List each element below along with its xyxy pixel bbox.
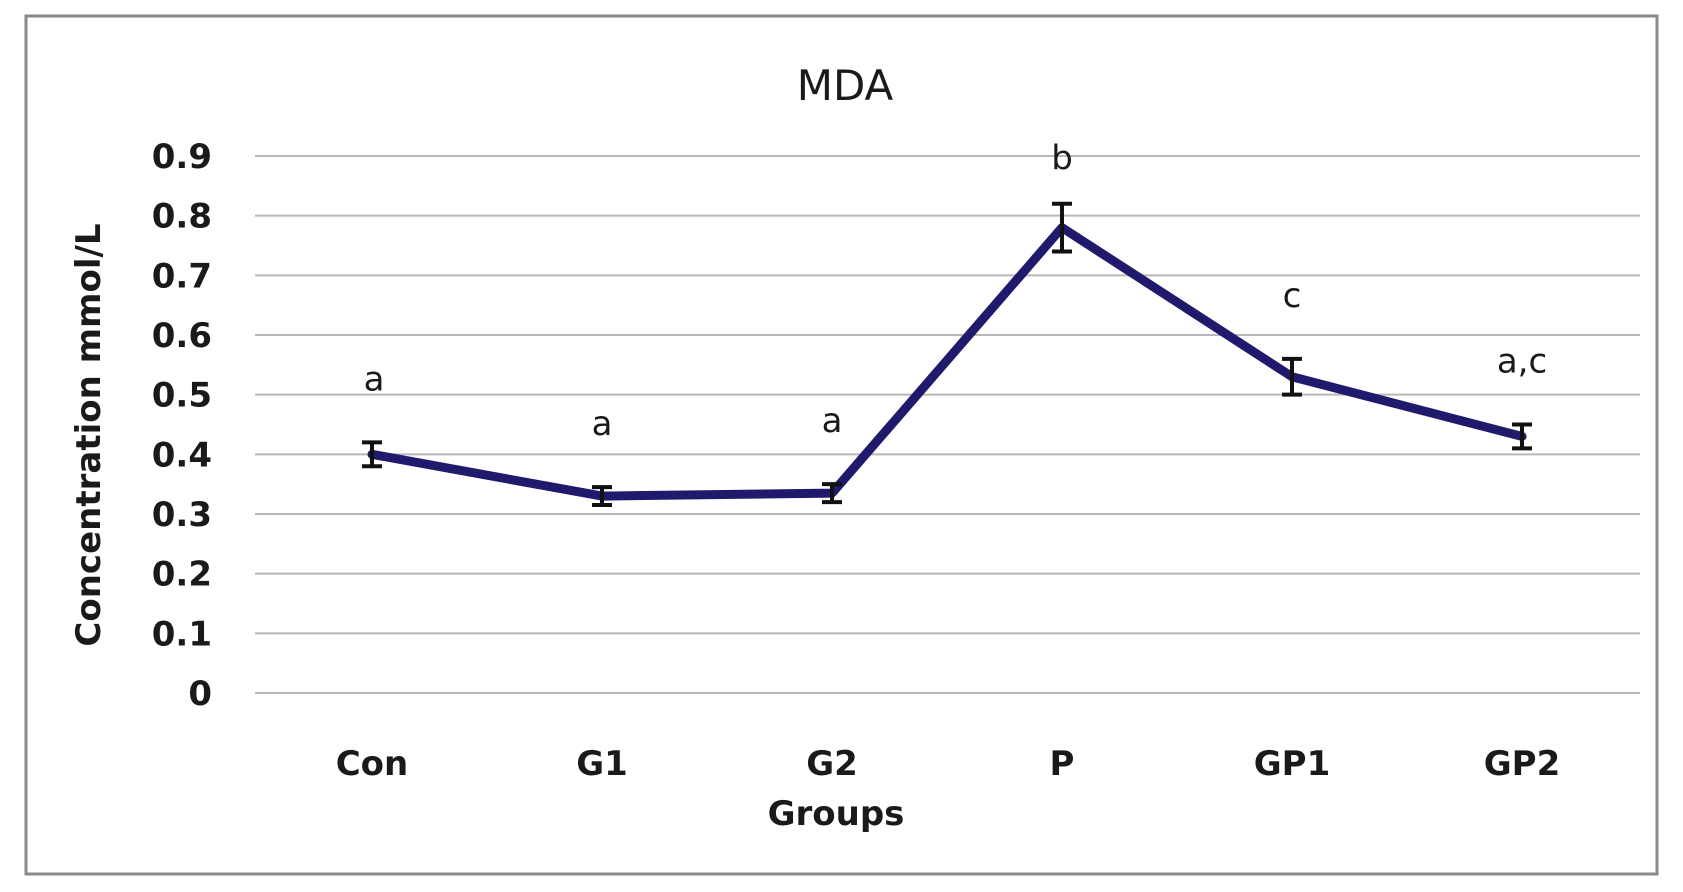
- y-tick-label: 0.1: [152, 614, 212, 654]
- significance-label: b: [1051, 139, 1073, 179]
- y-tick-label: 0.8: [152, 197, 212, 237]
- significance-label: a: [822, 401, 843, 441]
- y-tick-labels: 0 0.1 0.2 0.3 0.4 0.5 0.6 0.7 0.8 0.9: [152, 137, 212, 714]
- error-bar: [822, 482, 842, 505]
- x-tick-label: G1: [576, 744, 628, 784]
- x-tick-label: G2: [806, 744, 858, 784]
- x-tick-label: GP2: [1484, 744, 1560, 784]
- error-bar: [1052, 201, 1072, 254]
- y-tick-label: 0.9: [152, 137, 212, 177]
- error-bar: [362, 440, 382, 469]
- significance-labels: a a a b c a,c: [364, 139, 1548, 444]
- error-bars: [362, 201, 1532, 508]
- chart-border: [24, 14, 1659, 876]
- significance-label: a: [364, 359, 385, 399]
- y-tick-label: 0.4: [152, 435, 212, 475]
- x-axis-title: Groups: [768, 794, 905, 834]
- series-line-group: [367, 223, 1527, 501]
- y-tick-label: 0.2: [152, 555, 212, 595]
- y-tick-label: 0: [188, 674, 212, 714]
- x-tick-label: Con: [336, 744, 409, 784]
- significance-label: a: [592, 404, 613, 444]
- y-tick-label: 0.7: [152, 256, 212, 296]
- y-axis-title: Concentration mmol/L: [69, 223, 109, 646]
- y-tick-label: 0.3: [152, 495, 212, 535]
- x-tick-label: GP1: [1254, 744, 1330, 784]
- gridlines: [255, 155, 1640, 694]
- error-bar: [1282, 356, 1302, 397]
- significance-label: a,c: [1497, 342, 1547, 382]
- chart-title: MDA: [797, 61, 894, 110]
- x-tick-label: P: [1050, 744, 1075, 784]
- y-tick-label: 0.6: [152, 316, 212, 356]
- y-tick-label: 0.5: [152, 376, 212, 416]
- error-bar: [1512, 422, 1532, 451]
- x-tick-labels: Con G1 G2 P GP1 GP2: [336, 744, 1561, 784]
- significance-label: c: [1283, 276, 1302, 316]
- error-bar: [592, 485, 612, 508]
- series-line: [367, 223, 1527, 501]
